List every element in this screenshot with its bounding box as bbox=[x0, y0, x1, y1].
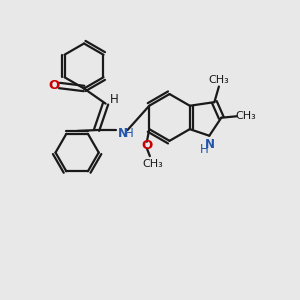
Text: O: O bbox=[141, 139, 152, 152]
Text: CH₃: CH₃ bbox=[235, 111, 256, 121]
Text: H: H bbox=[110, 93, 118, 106]
Text: CH₃: CH₃ bbox=[142, 159, 163, 169]
Text: N: N bbox=[118, 127, 128, 140]
Text: N: N bbox=[205, 138, 215, 151]
Text: CH₃: CH₃ bbox=[208, 75, 229, 85]
Text: H: H bbox=[200, 143, 209, 156]
Text: H: H bbox=[125, 127, 134, 140]
Text: O: O bbox=[48, 79, 60, 92]
